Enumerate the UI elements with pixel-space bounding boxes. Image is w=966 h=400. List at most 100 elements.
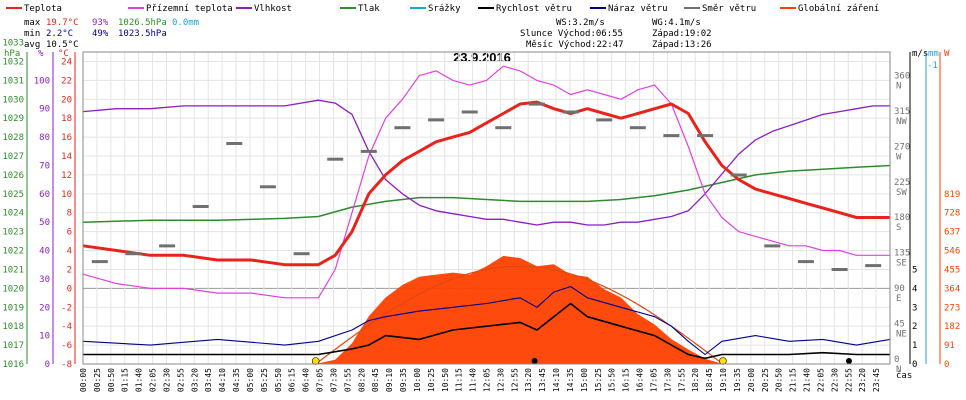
tick-label-x: 02:30	[162, 368, 171, 392]
wind-direction-mark	[91, 260, 108, 264]
tick-label-hpa: 1030	[2, 95, 24, 105]
info-wg: WG:4.1m/s	[652, 18, 701, 28]
series-tlak	[82, 164, 891, 223]
tick-label-x: 10:25	[427, 368, 436, 392]
tick-label-x: 08:20	[357, 368, 366, 392]
legend-label-zareni: Globální záření	[798, 4, 879, 14]
tick-label-x: 07:55	[343, 368, 352, 392]
tick-label-pct: 80	[39, 133, 50, 143]
tick-label-x: 11:40	[469, 368, 478, 392]
tick-label-x: 23:20	[858, 368, 867, 392]
tick-label-hpa: 1023	[2, 228, 24, 238]
tick-label-temp: 10	[61, 190, 72, 200]
tick-label-ms: 1	[912, 341, 917, 351]
tick-label-hpa: 1027	[2, 152, 24, 162]
axis-hpa: 1016 1017 1018 1019 1020 1021 1022 1023 1024 1025…	[2, 39, 28, 370]
wind-direction-mark	[730, 173, 747, 177]
tick-label-x: 18:20	[691, 368, 700, 392]
tick-label-hpa: 1031	[2, 76, 24, 86]
tick-label-x: 19:10	[719, 368, 728, 392]
tick-label-hpa: 1022	[2, 247, 24, 257]
tick-label-x: 03:20	[190, 368, 199, 392]
tick-label-x: 15:25	[594, 368, 603, 392]
tick-label-temp: 0	[67, 284, 72, 294]
axis-w: 0 91 182 273 364 455 546 637 728 819	[939, 52, 960, 370]
info-moon-rise: Měsíc Východ:22:47	[526, 40, 624, 50]
tick-label-temp: 4	[67, 247, 72, 257]
tick-label-w: 819	[944, 190, 960, 200]
unit-hpa: hPa	[4, 49, 20, 59]
tick-label-w: 182	[944, 322, 960, 332]
legend-label-smer: Směr větru	[702, 4, 756, 14]
tick-label-dir: 225	[894, 178, 910, 188]
tick-label-x: 13:20	[524, 368, 533, 392]
tick-label-dir-letter: E	[896, 294, 901, 304]
stats-max-temp: 19.7°C	[46, 18, 79, 28]
wind-direction-mark	[293, 252, 310, 256]
series-clear-sky-radiation	[315, 265, 723, 365]
unit-mm: mm	[928, 49, 939, 59]
tick-label-x: 12:30	[496, 368, 505, 392]
tick-label-x: 06:15	[288, 368, 297, 392]
tick-label-dir: 360	[894, 71, 910, 81]
wind-direction-mark	[629, 126, 646, 130]
legend-label-tlak: Tlak	[358, 4, 380, 14]
tick-label-pct: 50	[39, 218, 50, 228]
tick-label-x: 01:40	[135, 368, 144, 392]
tick-label-x: 05:50	[274, 368, 283, 392]
wind-direction-mark	[797, 260, 814, 264]
series-vlhkost	[82, 99, 890, 226]
tick-label-pct: 0	[45, 360, 50, 370]
unit-ms: m/s	[912, 49, 928, 59]
tick-label-ms: 5	[912, 265, 917, 275]
stats-max-label: max	[24, 18, 41, 28]
tick-label-dir: 0	[894, 355, 899, 365]
wind-direction-mark	[226, 142, 243, 145]
tick-label-temp: 2	[67, 265, 72, 275]
tick-label-hpa: 1020	[2, 284, 24, 294]
tick-label-ms: 0	[912, 360, 917, 370]
axis-mm: -1	[925, 52, 938, 364]
tick-label-x: 11:15	[455, 368, 464, 392]
tick-label-x: 21:15	[789, 368, 798, 392]
tick-label-x: 02:55	[176, 368, 185, 392]
tick-label-temp: 16	[61, 133, 72, 143]
tick-label-x: 18:45	[705, 368, 714, 392]
legend: Teplota Přízemní teplota Vlhkost Tlak Sr…	[6, 4, 879, 14]
wind-direction-mark	[528, 102, 545, 106]
tick-label-temp: 14	[61, 152, 72, 162]
unit-headers: hPa % °C m/s mm W čas	[4, 49, 950, 381]
unit-percent: %	[38, 49, 44, 59]
stats-block: max 19.7°C 93% 1026.5hPa 0.0mm min 2.2°C…	[24, 18, 199, 50]
stats-min-temp: 2.2°C	[46, 29, 73, 39]
tick-label-pct: 90	[39, 105, 50, 115]
tick-label-dir: 135	[894, 249, 910, 259]
tick-label-dir: 90	[894, 284, 905, 294]
tick-label-w: 91	[944, 341, 955, 351]
wind-direction-mark	[596, 118, 613, 122]
tick-label-x: 02:05	[149, 368, 158, 392]
tick-label-hpa: 1033	[2, 39, 24, 49]
tick-label-x: 17:30	[663, 368, 672, 392]
tick-label-temp: 18	[61, 114, 72, 124]
tick-label-w: 364	[944, 284, 960, 294]
tick-label-dir-letter: NE	[896, 330, 907, 340]
axis-pct: 0 10 20 30 40 50 60 70 80 90 100	[34, 52, 54, 370]
tick-label-dir-letter: N	[896, 81, 901, 91]
wind-direction-mark	[394, 126, 411, 130]
tick-label-dir: 315	[894, 107, 910, 117]
tick-label-dir-letter: W	[896, 152, 902, 162]
tick-label-x: 15:50	[608, 368, 617, 392]
tick-label-x: 20:50	[775, 368, 784, 392]
moonset-marker	[531, 358, 538, 364]
tick-label-mm: -1	[927, 61, 938, 71]
tick-label-hpa: 1025	[2, 190, 24, 200]
legend-label-naraz: Náraz větru	[608, 4, 668, 14]
tick-label-x: 05:25	[260, 368, 269, 392]
tick-label-x: 12:05	[483, 368, 492, 392]
tick-label-x: 21:40	[803, 368, 812, 392]
tick-label-x: 09:10	[385, 368, 394, 392]
tick-label-x: 17:05	[649, 368, 658, 392]
legend-label-vlhkost: Vlhkost	[254, 4, 292, 14]
tick-label-hpa: 1029	[2, 114, 24, 124]
